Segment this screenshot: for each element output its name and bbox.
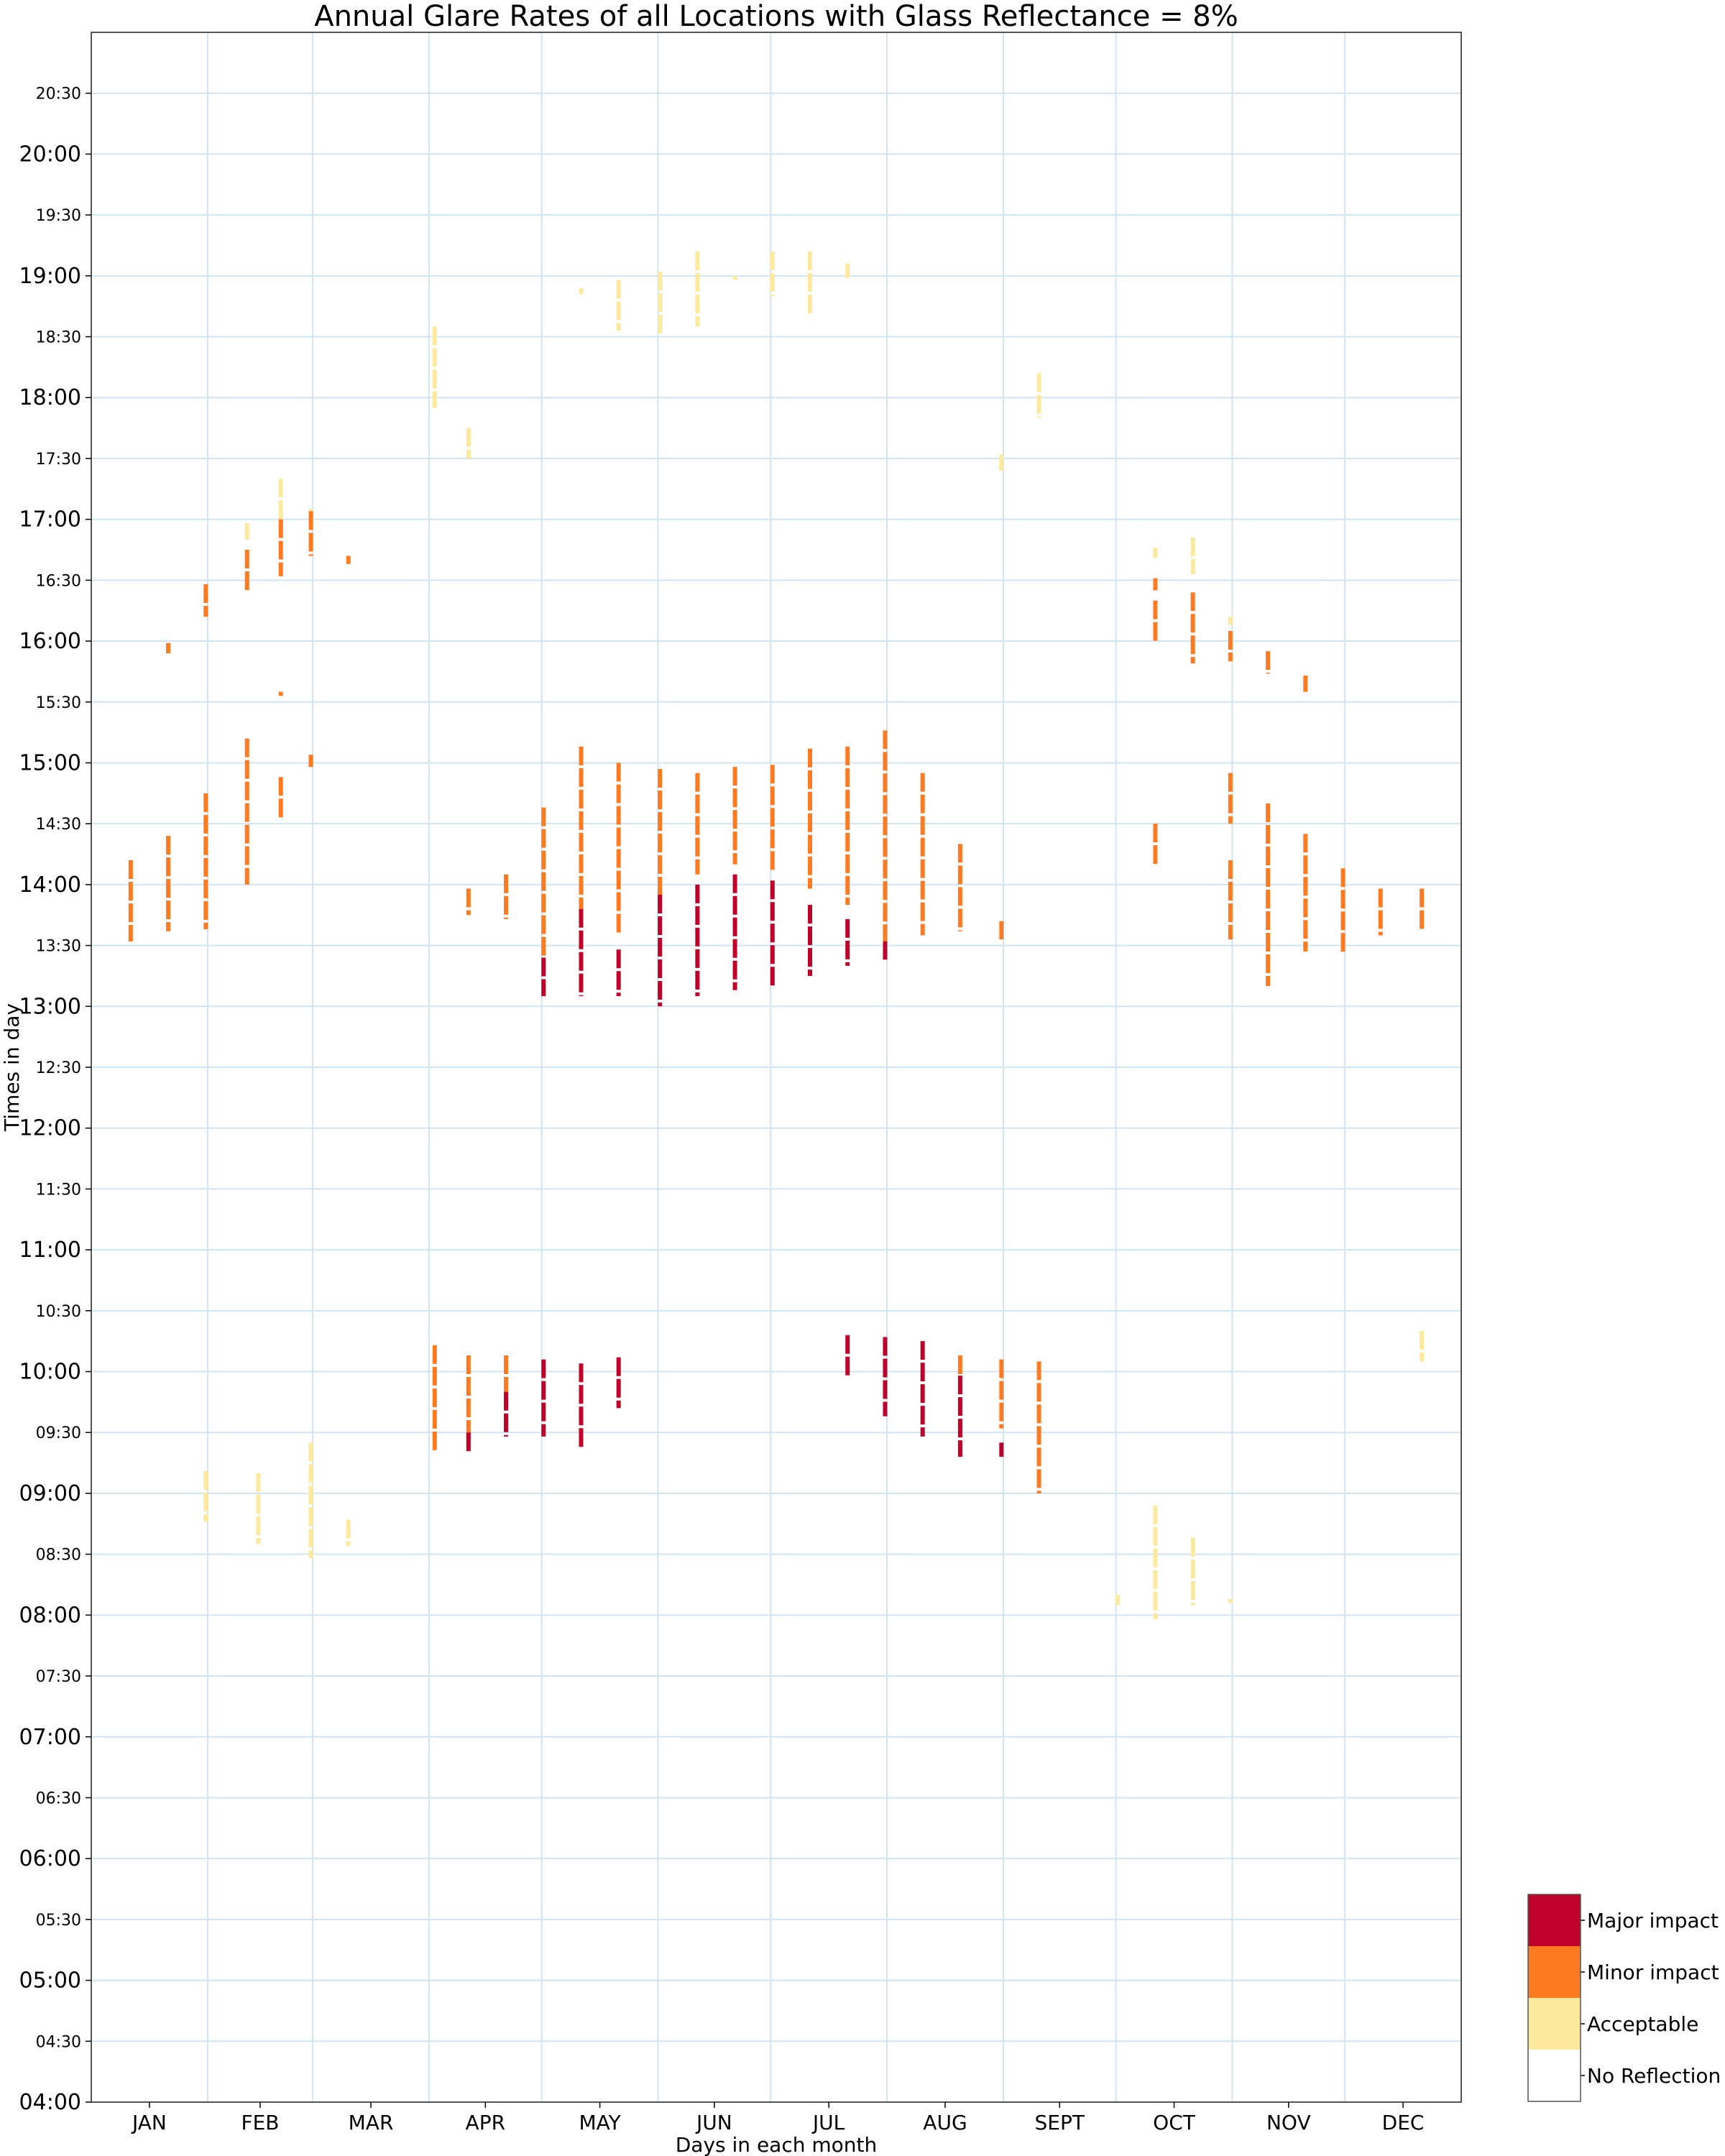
x-tick-label: JUN: [695, 2111, 732, 2134]
y-tick-label: 06:30: [36, 1789, 81, 1807]
x-tick-label: MAR: [349, 2111, 394, 2134]
y-axis-label: Times in day: [0, 1003, 24, 1132]
y-tick-label: 18:30: [36, 329, 81, 347]
x-tick-label: NOV: [1266, 2111, 1311, 2134]
y-tick-label: 04:00: [19, 2090, 81, 2115]
glare-marks: [128, 251, 1425, 1619]
legend-label: Acceptable: [1587, 2012, 1698, 2036]
chart-title: Annual Glare Rates of all Locations with…: [314, 0, 1238, 33]
x-tick-label: OCT: [1153, 2111, 1196, 2134]
y-tick-label: 15:00: [19, 750, 81, 775]
y-tick-label: 07:00: [19, 1725, 81, 1750]
x-tick-label: DEC: [1382, 2111, 1425, 2134]
legend-swatch: [1528, 1998, 1581, 2050]
y-tick-label: 09:30: [36, 1424, 81, 1442]
y-tick-label: 09:00: [19, 1481, 81, 1506]
y-tick-label: 12:00: [19, 1116, 81, 1141]
y-tick-label: 14:30: [36, 816, 81, 834]
legend-swatch: [1528, 1894, 1581, 1946]
y-tick-label: 19:00: [19, 264, 81, 289]
y-tick-label: 04:30: [36, 2033, 81, 2051]
y-tick-label: 07:30: [36, 1668, 81, 1686]
y-tick-label: 08:30: [36, 1547, 81, 1565]
x-tick-label: MAY: [579, 2111, 621, 2134]
y-tick-label: 17:00: [19, 507, 81, 533]
x-axis-label: Days in each month: [676, 2133, 878, 2156]
x-tick-label: SEPT: [1035, 2111, 1085, 2134]
grid-lines: [91, 32, 1461, 2102]
x-axis-ticks: JAN FEB MAR APR MAY JUN JUL AUG SEPT OCT NOV DEC: [131, 2102, 1424, 2134]
y-tick-label: 05:30: [36, 1912, 81, 1930]
y-tick-label: 18:00: [19, 385, 81, 410]
y-tick-label: 11:30: [36, 1181, 81, 1199]
x-tick-label: JUL: [811, 2111, 845, 2134]
x-tick-label: FEB: [241, 2111, 279, 2134]
y-tick-label: 20:30: [36, 86, 81, 103]
legend-label: No Reflection: [1587, 2064, 1721, 2088]
legend-frame: [1527, 1894, 1581, 2102]
y-tick-label: 05:00: [19, 1968, 81, 1994]
x-tick-label: APR: [466, 2111, 506, 2134]
y-tick-label: 19:30: [36, 207, 81, 225]
x-tick-label: JAN: [131, 2111, 167, 2134]
y-tick-label: 10:00: [19, 1360, 81, 1385]
y-tick-label: 16:00: [19, 629, 81, 654]
y-tick-label: 11:00: [19, 1238, 81, 1263]
y-axis-ticks: 04:00 04:30 05:00 05:30 06:00 06:30 07:00 07:30…: [19, 86, 91, 2115]
y-tick-label: 13:30: [36, 938, 81, 956]
x-tick-label: AUG: [923, 2111, 967, 2134]
y-tick-label: 06:00: [19, 1846, 81, 1871]
legend-swatch: [1528, 2050, 1581, 2101]
legend-swatch: [1528, 1946, 1581, 1998]
legend-label: Major impact: [1587, 1909, 1719, 1932]
y-tick-label: 16:30: [36, 572, 81, 590]
y-tick-label: 10:30: [36, 1303, 81, 1321]
y-tick-label: 14:00: [19, 872, 81, 898]
y-tick-label: 15:30: [36, 694, 81, 712]
y-tick-label: 08:00: [19, 1603, 81, 1628]
y-tick-label: 17:30: [36, 451, 81, 469]
y-tick-label: 20:00: [19, 142, 81, 167]
y-tick-label: 12:30: [36, 1059, 81, 1077]
legend: Major impact Minor impact Acceptable No Ref…: [1527, 1894, 1721, 2102]
y-tick-label: 13:00: [19, 994, 81, 1019]
legend-label: Minor impact: [1587, 1961, 1719, 1984]
